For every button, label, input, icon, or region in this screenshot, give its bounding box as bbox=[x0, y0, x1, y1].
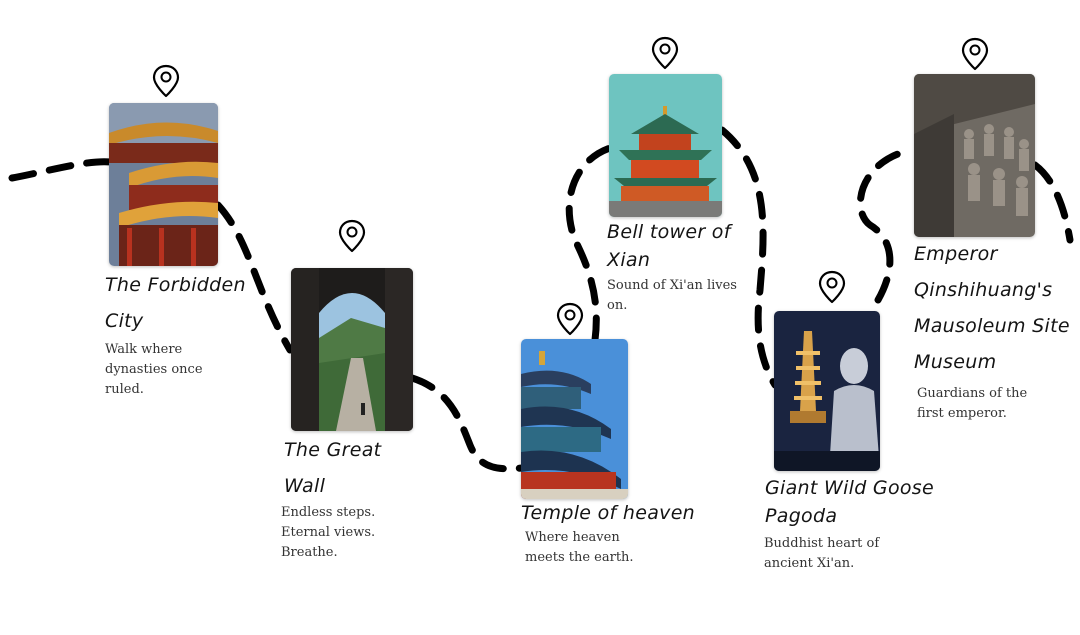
stop-title: The Great Wall bbox=[284, 439, 382, 497]
temple-of-heaven-photo bbox=[521, 339, 628, 499]
bell-tower-photo bbox=[609, 74, 722, 217]
stop-title: Emperor Qinshihuang's Mausoleum Site Mus… bbox=[914, 243, 1070, 373]
stop-description: Where heaven meets the earth. bbox=[525, 530, 634, 565]
stop-title: The Forbidden City bbox=[105, 274, 246, 332]
stop-description: Guardians of the first emperor. bbox=[917, 386, 1028, 421]
wild-goose-pagoda-photo bbox=[774, 311, 880, 471]
great-wall-photo bbox=[291, 268, 413, 431]
map-pin-icon bbox=[556, 302, 584, 336]
terracotta-warriors-photo bbox=[914, 74, 1035, 237]
stop-title: Bell tower of Xian bbox=[607, 221, 731, 271]
map-pin-icon bbox=[152, 64, 180, 98]
map-pin-icon bbox=[338, 219, 366, 253]
map-pin-icon bbox=[818, 270, 846, 304]
stop-description: Buddhist heart of ancient Xi'an. bbox=[764, 536, 880, 571]
stop-title: Giant Wild Goose Pagoda bbox=[765, 477, 934, 527]
forbidden-city-photo bbox=[109, 103, 218, 266]
stop-description: Sound of Xi'an lives on. bbox=[607, 278, 737, 313]
stop-description: Walk where dynasties once ruled. bbox=[105, 342, 203, 397]
map-pin-icon bbox=[961, 37, 989, 71]
map-pin-icon bbox=[651, 36, 679, 70]
stop-title: Temple of heaven bbox=[521, 502, 696, 524]
stop-description: Endless steps. Eternal views. Breathe. bbox=[281, 505, 376, 560]
